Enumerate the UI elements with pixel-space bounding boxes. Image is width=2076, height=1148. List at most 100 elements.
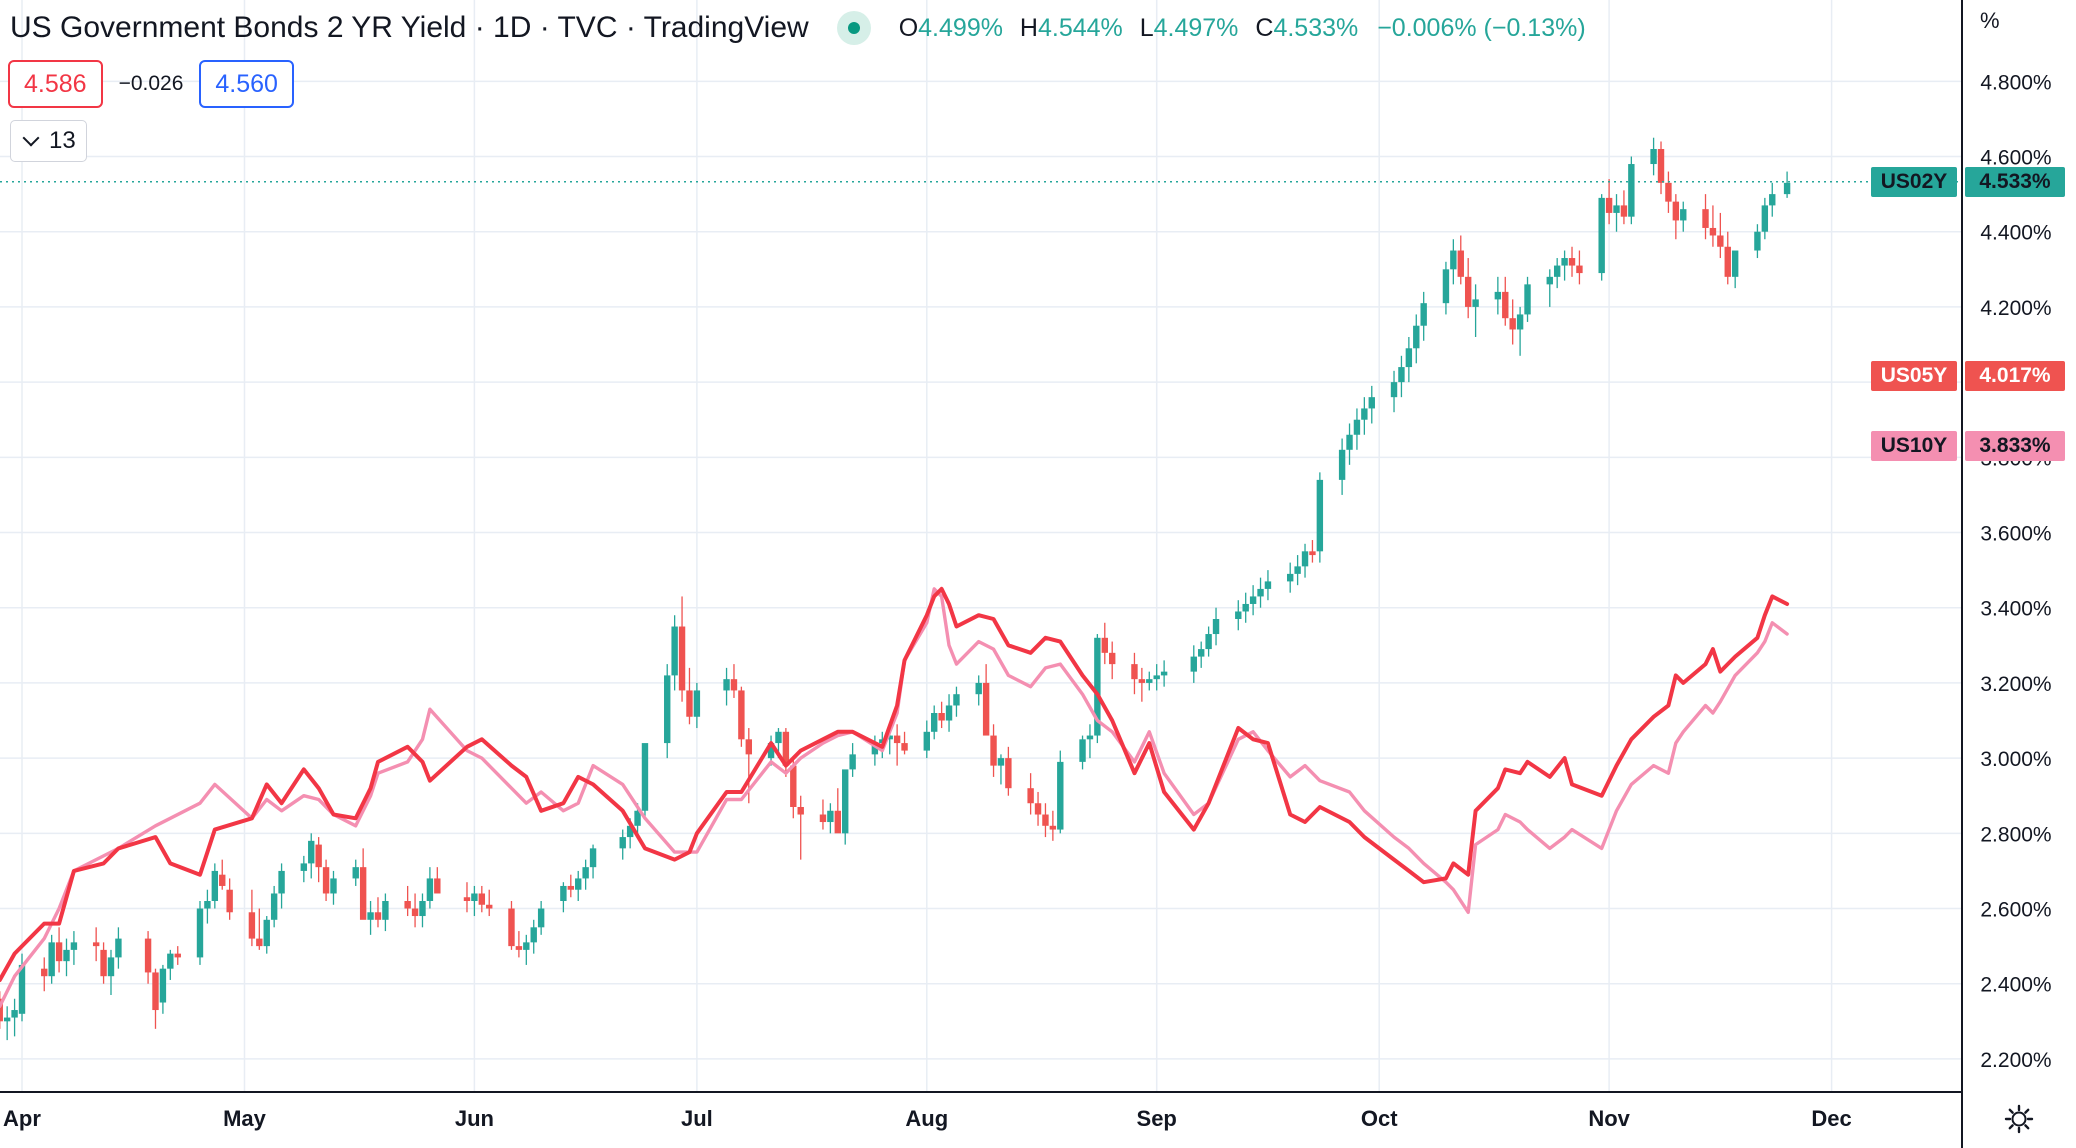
candle-body bbox=[827, 810, 834, 823]
y-tick-label: 2.600% bbox=[1980, 899, 2051, 922]
candle-up bbox=[1264, 570, 1272, 601]
candle-up bbox=[1442, 261, 1450, 315]
candle-body bbox=[1516, 314, 1524, 330]
candle-body bbox=[1761, 205, 1769, 232]
symbol-title[interactable]: US Government Bonds 2 YR Yield · 1D · TV… bbox=[10, 11, 809, 44]
candle-body bbox=[159, 968, 167, 1003]
candle-up bbox=[278, 863, 285, 909]
candle-down bbox=[730, 664, 738, 698]
candle-body bbox=[270, 893, 278, 920]
candle-down bbox=[248, 889, 256, 947]
tag-us02y-name: US02Y bbox=[1871, 166, 1957, 197]
candle-down bbox=[55, 927, 63, 973]
candle-body bbox=[886, 735, 893, 740]
candle-body bbox=[1472, 299, 1479, 307]
candle-up bbox=[923, 720, 930, 759]
candle-body bbox=[204, 901, 211, 909]
candle-body bbox=[1665, 182, 1672, 202]
candle-down bbox=[322, 859, 330, 901]
x-axis-labels: Apr May Jun Jul Aug Sep Oct Nov Dec bbox=[3, 1106, 1852, 1131]
candle-body bbox=[426, 878, 434, 901]
candle-body bbox=[263, 919, 270, 947]
candle-body bbox=[1242, 603, 1249, 612]
sell-button[interactable]: 4.586 bbox=[8, 60, 103, 108]
candle-body bbox=[1338, 449, 1346, 480]
candle-body bbox=[11, 1010, 18, 1018]
candle-down bbox=[1131, 652, 1138, 695]
candle-body bbox=[308, 840, 315, 864]
candle-body bbox=[1605, 197, 1613, 213]
low-value: 4.497% bbox=[1153, 13, 1239, 42]
candle-up bbox=[1190, 645, 1197, 683]
tag-us05y-value: 4.017% bbox=[1965, 361, 2065, 391]
candle-body bbox=[982, 682, 990, 736]
candle-body bbox=[352, 867, 359, 879]
chart-legend: US Government Bonds 2 YR Yield · 1D · TV… bbox=[10, 8, 1586, 48]
candle-up bbox=[575, 870, 582, 901]
candle-body bbox=[1398, 367, 1405, 383]
candle-down bbox=[478, 885, 486, 913]
candle-body bbox=[1457, 250, 1464, 277]
candle-body bbox=[1405, 348, 1413, 368]
candle-body bbox=[641, 743, 649, 811]
candle-down bbox=[1665, 171, 1672, 213]
candle-body bbox=[575, 878, 582, 890]
indicators-toggle-button[interactable]: 13 bbox=[10, 120, 87, 162]
candle-up bbox=[1494, 276, 1502, 315]
candle-up bbox=[11, 998, 18, 1037]
candle-down bbox=[893, 724, 901, 766]
high-value: 4.544% bbox=[1037, 13, 1123, 42]
gear-icon[interactable] bbox=[2004, 1104, 2034, 1134]
candle-body bbox=[1086, 735, 1094, 740]
candle-body bbox=[1709, 227, 1717, 236]
candle-body bbox=[226, 889, 233, 913]
market-status-icon[interactable] bbox=[836, 11, 871, 45]
candle-down bbox=[1657, 141, 1665, 195]
candle-up bbox=[1160, 660, 1168, 687]
y-tick-label: 3.400% bbox=[1980, 598, 2051, 621]
buy-button[interactable]: 4.560 bbox=[199, 60, 294, 108]
candle-body bbox=[411, 908, 419, 917]
candle-body bbox=[92, 942, 100, 947]
candle-up bbox=[1398, 355, 1405, 398]
candle-body bbox=[1524, 284, 1531, 315]
x-tick-label: Dec bbox=[1811, 1106, 1851, 1131]
candle-body bbox=[790, 765, 797, 807]
candle-body bbox=[1576, 265, 1583, 274]
candle-up bbox=[70, 931, 78, 965]
candle-up bbox=[107, 949, 115, 995]
candle-body bbox=[842, 769, 849, 834]
candle-down bbox=[1309, 540, 1316, 563]
candle-down bbox=[782, 728, 790, 777]
candle-down bbox=[797, 795, 804, 860]
candle-body bbox=[300, 863, 308, 871]
candle-body bbox=[990, 735, 997, 766]
y-tick-label: 4.600% bbox=[1980, 147, 2051, 170]
candle-body bbox=[1034, 803, 1042, 815]
tag-us02y-value: 4.533% bbox=[1965, 166, 2065, 197]
tag-us05y-name: US05Y bbox=[1871, 361, 1957, 391]
y-tick-label: 4.400% bbox=[1980, 222, 2051, 245]
candle-up bbox=[1079, 735, 1086, 770]
candle-up bbox=[1613, 194, 1620, 232]
candle-up bbox=[849, 743, 856, 777]
candle-body bbox=[849, 754, 856, 770]
candle-up bbox=[367, 901, 374, 935]
y-tick-label: 3.000% bbox=[1980, 748, 2051, 771]
candle-body bbox=[41, 968, 48, 977]
candle-up bbox=[842, 769, 849, 845]
candle-body bbox=[1079, 739, 1086, 762]
candle-down bbox=[486, 889, 493, 917]
y-tick-label: 3.200% bbox=[1980, 673, 2051, 696]
candle-body bbox=[174, 953, 181, 958]
candle-down bbox=[1464, 258, 1472, 319]
candle-up bbox=[1731, 250, 1739, 289]
candle-down bbox=[174, 946, 181, 965]
candle-body bbox=[567, 885, 575, 890]
candle-body bbox=[1249, 596, 1257, 604]
candle-body bbox=[115, 938, 122, 958]
candle-up bbox=[953, 686, 960, 717]
trade-buttons: 4.586 −0.026 4.560 bbox=[8, 60, 294, 108]
candle-body bbox=[167, 953, 174, 969]
